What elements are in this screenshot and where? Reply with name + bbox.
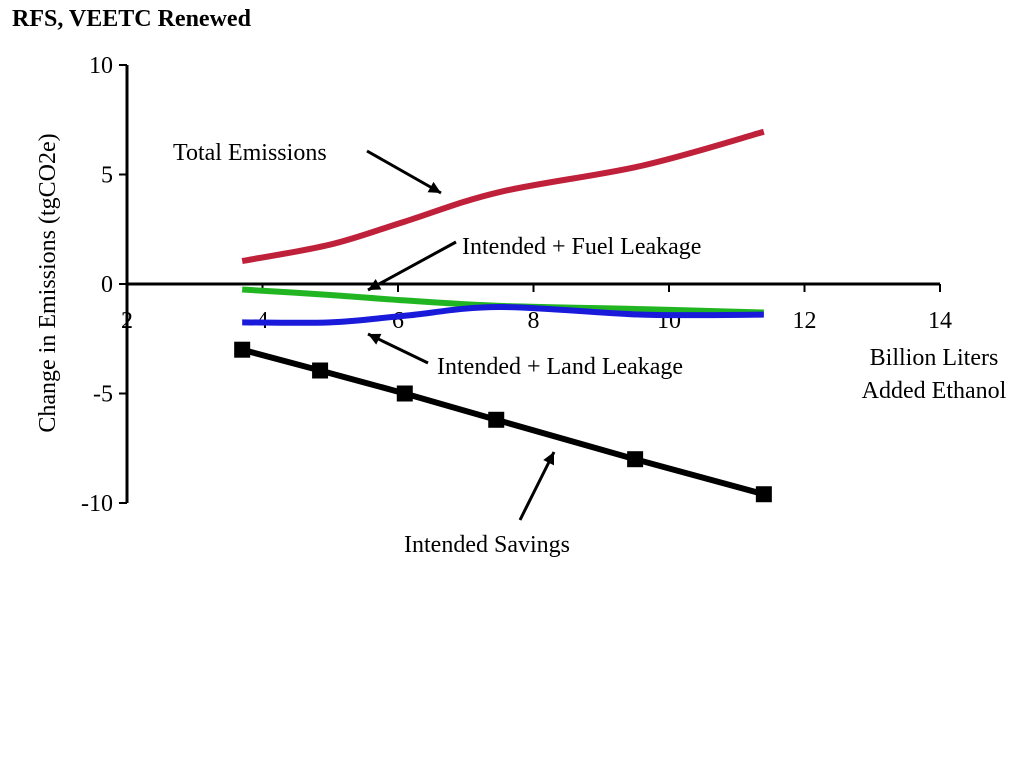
annotation-arrowhead-total-emissions <box>427 181 441 193</box>
annotation-arrow-intended-savings <box>518 451 556 521</box>
annotation-arrowhead-intended-fuel-leakage <box>368 278 382 290</box>
annotation-arrow-total-emissions <box>366 149 442 195</box>
x-tick-label: 6 <box>392 308 404 334</box>
series-total-emissions <box>241 128 765 264</box>
series-intended-savings <box>234 341 772 503</box>
series-line-intended-fuel-leakage <box>241 286 764 316</box>
annotation-arrowhead-intended-land-leakage <box>368 333 382 345</box>
y-tick-label: 5 <box>101 163 113 189</box>
y-axis-label: Change in Emissions (tgCO2e) <box>35 133 61 432</box>
annotation-intended-savings: Intended Savings <box>404 532 570 558</box>
chart-title: RFS, VEETC Renewed <box>12 6 251 32</box>
series-line-intended-savings <box>241 346 765 498</box>
annotation-layer: Total Emissions Intended + Fuel Leakage In… <box>173 140 701 558</box>
series-line-intended-land-leakage <box>242 303 764 326</box>
series-intended-fuel-leakage <box>241 286 764 316</box>
annotation-total-emissions: Total Emissions <box>173 140 327 166</box>
data-point-intended-savings <box>755 486 772 503</box>
x-tick-label: 12 <box>793 308 817 334</box>
x-tick-label: 8 <box>528 308 540 334</box>
annotation-intended-fuel-leakage: Intended + Fuel Leakage <box>462 234 701 260</box>
series-line-total-emissions <box>241 128 765 264</box>
annotation-arrow-intended-fuel-leakage <box>367 240 457 292</box>
data-point-intended-savings <box>234 341 251 358</box>
series-layer <box>234 128 772 503</box>
annotation-intended-land-leakage: Intended + Land Leakage <box>437 354 683 380</box>
x-axis-label-line-1: Billion Liters <box>870 345 999 371</box>
y-tick-label: 10 <box>89 53 113 79</box>
series-intended-land-leakage <box>242 303 764 326</box>
y-tick-label: 0 <box>101 272 113 298</box>
x-axis-label-line-2: Added Ethanol <box>862 378 1007 404</box>
y-tick-label: -10 <box>81 491 113 517</box>
annotation-arrowhead-intended-savings <box>543 452 554 466</box>
data-point-intended-savings <box>396 385 413 402</box>
data-point-intended-savings <box>312 362 329 379</box>
data-point-intended-savings <box>488 411 505 428</box>
y-tick-label: -5 <box>93 382 113 408</box>
x-tick-label: 14 <box>928 308 952 334</box>
x-tick-label: 2 <box>121 308 133 334</box>
data-point-intended-savings <box>627 451 644 468</box>
